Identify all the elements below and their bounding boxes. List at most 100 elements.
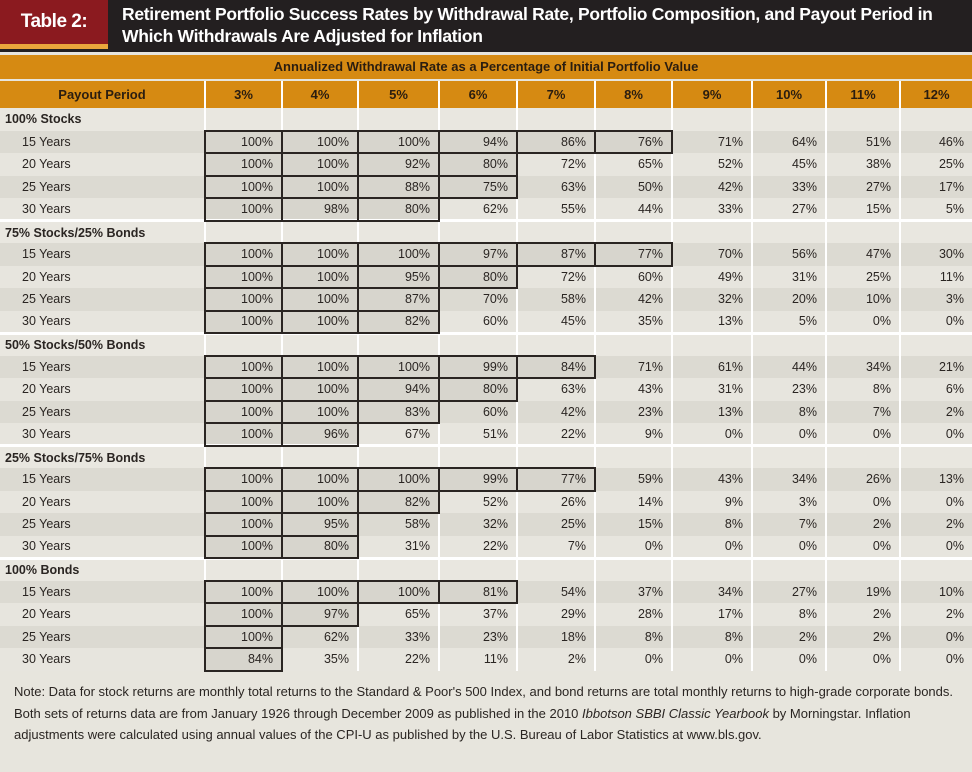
success-rate-cell: 100% [204, 377, 283, 402]
success-rate-cell: 94% [357, 377, 440, 402]
column-header-rate: 4% [281, 81, 358, 108]
success-rate-cell: 71% [671, 130, 752, 153]
empty-cell [516, 444, 595, 468]
success-rate-cell: 60% [594, 265, 672, 288]
empty-cell [825, 444, 900, 468]
success-rate-cell: 2% [825, 513, 900, 536]
success-rate-cell: 99% [438, 354, 518, 379]
success-rate-cell: 49% [671, 265, 752, 288]
empty-cell [899, 444, 972, 468]
success-rate-cell: 92% [357, 152, 440, 177]
empty-cell [751, 219, 826, 243]
group-header-row: 50% Stocks/50% Bonds [0, 331, 972, 356]
payout-period: 15 Years [0, 355, 205, 378]
success-rate-cell: 96% [281, 422, 359, 447]
super-header: Annualized Withdrawal Rate as a Percenta… [0, 55, 972, 79]
success-rate-cell: 100% [357, 129, 440, 154]
success-rate-cell: 43% [594, 378, 672, 401]
success-rate-cell: 0% [671, 535, 752, 558]
success-rate-cell: 14% [594, 490, 672, 513]
success-rate-cell: 100% [357, 467, 440, 492]
empty-cell [357, 444, 439, 468]
success-rate-cell: 0% [671, 648, 752, 671]
empty-cell [751, 444, 826, 468]
success-rate-cell: 8% [825, 378, 900, 401]
success-rate-cell: 8% [594, 625, 672, 648]
success-rate-cell: 2% [825, 603, 900, 626]
success-rate-cell: 11% [438, 648, 517, 671]
success-rate-cell: 82% [357, 489, 440, 514]
column-header-rate: 6% [438, 81, 517, 108]
empty-cell [281, 219, 358, 243]
success-rate-cell: 30% [899, 243, 972, 266]
success-rate-cell: 97% [438, 242, 518, 267]
empty-cell [204, 331, 282, 356]
success-rate-cell: 34% [825, 355, 900, 378]
success-rate-cell: 100% [204, 399, 283, 424]
success-rate-cell: 100% [204, 624, 283, 649]
success-rate-cell: 80% [357, 197, 440, 222]
success-rate-table: Payout Period 3% 4% 5% 6% 7% 8% 9% 10% 11% 12% 100… [0, 81, 972, 672]
success-rate-cell: 33% [671, 198, 752, 221]
group-label: 100% Bonds [0, 556, 205, 581]
success-rate-cell: 80% [281, 534, 359, 559]
success-rate-cell: 5% [751, 310, 826, 333]
group-header-row: 100% Stocks [0, 108, 972, 131]
group-label: 25% Stocks/75% Bonds [0, 444, 205, 468]
success-rate-cell: 56% [751, 243, 826, 266]
success-rate-cell: 46% [899, 130, 972, 153]
success-rate-cell: 37% [594, 580, 672, 603]
success-rate-cell: 45% [516, 310, 595, 333]
success-rate-cell: 13% [899, 468, 972, 491]
empty-cell [751, 556, 826, 581]
table-row: 25 Years 100% 100% 88% 75% 63% 50% 42% 33% 27% 17% [0, 174, 972, 199]
empty-cell [594, 444, 672, 468]
empty-cell [516, 108, 595, 131]
table-row: 15 Years 100% 100% 100% 94% 86% 76% 71% 64% 51% 46… [0, 129, 972, 154]
success-rate-cell: 70% [671, 243, 752, 266]
column-header-rate: 3% [204, 81, 282, 108]
payout-period: 15 Years [0, 468, 205, 491]
empty-cell [899, 108, 972, 131]
payout-period: 30 Years [0, 535, 205, 558]
success-rate-cell: 0% [751, 535, 826, 558]
table-row: 30 Years 84% 35% 22% 11% 2% 0% 0% 0% 0% 0% [0, 647, 972, 672]
success-rate-cell: 60% [438, 310, 517, 333]
success-rate-cell: 100% [204, 129, 283, 154]
payout-period: 30 Years [0, 310, 205, 333]
success-rate-cell: 25% [825, 265, 900, 288]
success-rate-cell: 97% [281, 602, 359, 627]
success-rate-cell: 0% [825, 648, 900, 671]
table-row: 25 Years 100% 100% 83% 60% 42% 23% 13% 8% 7% 2% [0, 399, 972, 424]
success-rate-cell: 52% [671, 153, 752, 176]
success-rate-cell: 19% [825, 580, 900, 603]
empty-cell [516, 331, 595, 356]
column-header-rate: 10% [751, 81, 826, 108]
success-rate-cell: 7% [751, 513, 826, 536]
success-rate-cell: 100% [204, 264, 283, 289]
success-rate-cell: 59% [594, 468, 672, 491]
success-rate-cell: 63% [516, 378, 595, 401]
table-row: 15 Years 100% 100% 100% 81% 54% 37% 34% 27% 19% 10… [0, 579, 972, 604]
success-rate-cell: 25% [899, 153, 972, 176]
success-rate-cell: 80% [438, 152, 518, 177]
empty-cell [204, 556, 282, 581]
empty-cell [899, 219, 972, 243]
success-rate-cell: 42% [671, 175, 752, 198]
empty-cell [899, 556, 972, 581]
success-rate-cell: 10% [825, 288, 900, 311]
group-label: 50% Stocks/50% Bonds [0, 331, 205, 356]
payout-period: 30 Years [0, 423, 205, 446]
success-rate-cell: 26% [825, 468, 900, 491]
success-rate-cell: 8% [751, 400, 826, 423]
payout-period: 25 Years [0, 513, 205, 536]
group-label: 100% Stocks [0, 108, 205, 131]
empty-cell [594, 556, 672, 581]
success-rate-cell: 100% [281, 467, 359, 492]
payout-period: 25 Years [0, 625, 205, 648]
success-rate-cell: 22% [438, 535, 517, 558]
success-rate-cell: 2% [899, 603, 972, 626]
column-header-rate: 7% [516, 81, 595, 108]
title-bar: Table 2: Retirement Portfolio Success Ra… [0, 0, 972, 52]
table-row: 30 Years 100% 96% 67% 51% 22% 9% 0% 0% 0% 0% [0, 422, 972, 447]
